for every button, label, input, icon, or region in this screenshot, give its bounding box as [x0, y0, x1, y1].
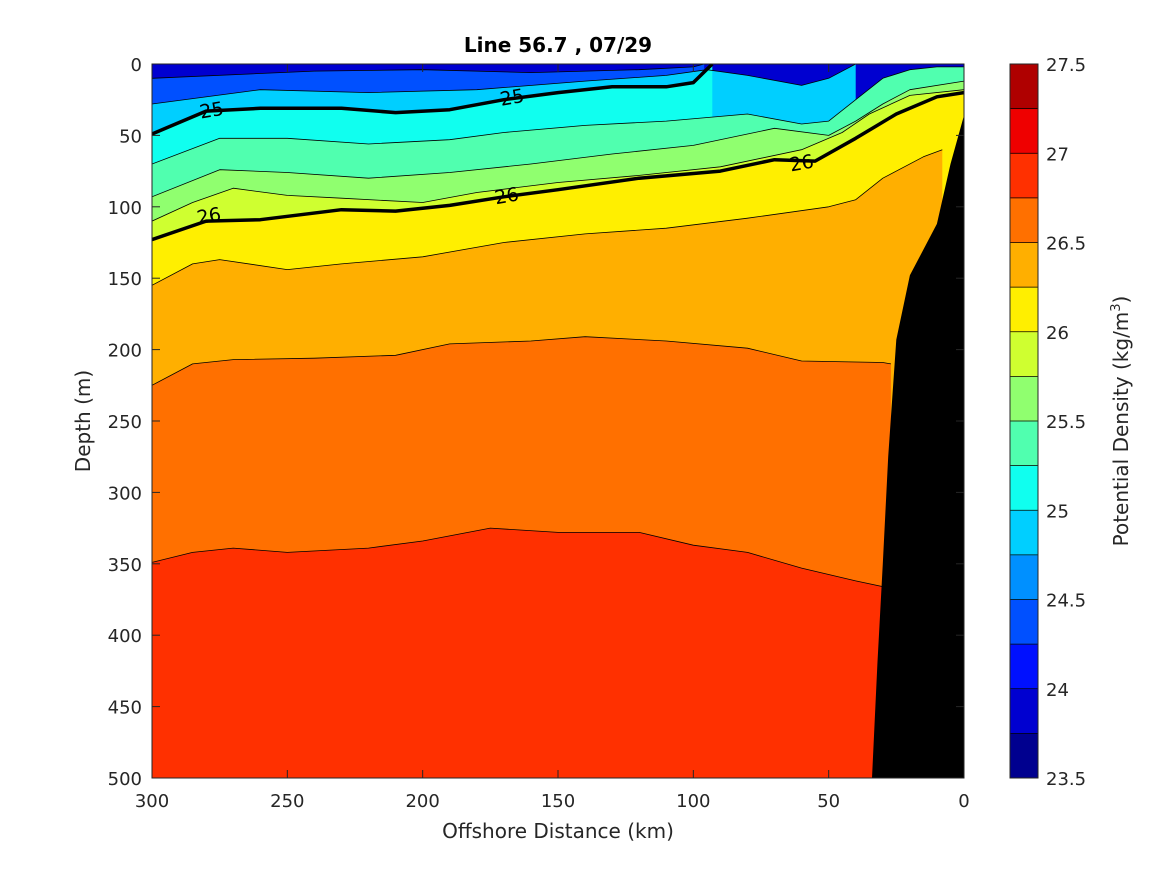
colorbar-title-suffix: ): [1109, 296, 1133, 304]
y-axis: 0 50 100 150 200 250 300 350 400 450 500: [108, 55, 964, 790]
x-tick-label: 0: [958, 791, 969, 812]
colorbar-segment: [1010, 599, 1038, 645]
y-tick-label: 150: [108, 269, 142, 290]
contour-label-0: 25: [198, 98, 226, 124]
seafloor-layer: [872, 115, 964, 778]
colorbar-segment: [1010, 331, 1038, 377]
contour-line-25.25: [152, 66, 964, 165]
y-tick-label: 200: [108, 341, 142, 362]
colorbar-title: Potential Density (kg/m3): [1109, 296, 1133, 547]
colorbar-frame: [1009, 63, 1039, 779]
colorbar-segment: [1010, 688, 1038, 734]
density-band-26.75: [152, 528, 964, 778]
colorbar-title-main: Potential Density (kg/m: [1109, 312, 1133, 547]
colorbar-segment: [1010, 421, 1038, 467]
colorbar-segment: [1010, 510, 1038, 556]
y-tick-label: 0: [131, 55, 142, 76]
x-tick-label: 100: [676, 791, 710, 812]
x-tick-label: 300: [135, 791, 169, 812]
colorbar-tick-label: 24: [1046, 680, 1069, 701]
contour-line-25.75: [152, 89, 964, 222]
contour-labels: 25 25 26 26 26: [195, 85, 816, 229]
colorbar-title-superscript: 3: [1109, 303, 1124, 311]
x-axis: 300 250 200 150 100 50 0: [135, 64, 970, 812]
x-tick-label: 150: [541, 791, 575, 812]
colorbar-segment: [1010, 197, 1038, 243]
x-tick-label: 200: [405, 791, 439, 812]
plot-area: 25 25 26 26 26: [152, 64, 964, 778]
contour-label-1: 25: [498, 85, 526, 111]
y-tick-label: 400: [108, 626, 142, 647]
y-tick-label: 50: [119, 126, 142, 147]
contour-line-26.75: [152, 527, 964, 605]
colorbar-segment: [1010, 554, 1038, 600]
x-axis-title: Offshore Distance (km): [442, 819, 674, 843]
contour-line-26.5: [152, 336, 891, 386]
y-tick-label: 350: [108, 555, 142, 576]
y-tick-label: 450: [108, 698, 142, 719]
colorbar-tick-label: 25: [1046, 501, 1069, 522]
y-tick-label: 300: [108, 483, 142, 504]
y-tick-label: 100: [108, 198, 142, 219]
y-tick-label: 250: [108, 412, 142, 433]
contour-line-25: [152, 64, 714, 136]
colorbar: 23.5 24 24.5 25 25.5 26 26.5 27 27.5: [1009, 55, 1086, 790]
colorbar-segment: [1010, 465, 1038, 511]
colorbar-segment: [1010, 64, 1038, 110]
contour-label-3: 26: [493, 183, 521, 209]
contour-line-25.5: [152, 80, 964, 198]
colorbar-segment: [1010, 733, 1038, 779]
contour-line-26: [152, 90, 964, 242]
colorbar-segment: [1010, 108, 1038, 154]
density-fill-bands: [152, 64, 964, 778]
contour-label-4: 26: [788, 151, 816, 177]
colorbar-tick-label: 27: [1046, 144, 1069, 165]
colorbar-segment: [1010, 644, 1038, 690]
colorbar-tick-label: 27.5: [1046, 55, 1086, 76]
seafloor-profile: [872, 115, 964, 778]
colorbar-segment: [1010, 242, 1038, 288]
chart-title: Line 56.7 , 07/29: [464, 33, 652, 57]
x-tick-label: 250: [270, 791, 304, 812]
y-tick-label: 500: [108, 769, 142, 790]
colorbar-tick-label: 24.5: [1046, 591, 1086, 612]
colorbar-segment: [1010, 287, 1038, 333]
colorbar-tick-label: 25.5: [1046, 412, 1086, 433]
contour-line-24.75: [152, 64, 856, 105]
colorbar-tick-label: 26: [1046, 323, 1069, 344]
colorbar-tick-label: 26.5: [1046, 234, 1086, 255]
contour-label-2: 26: [195, 203, 223, 229]
y-axis-title: Depth (m): [71, 370, 95, 472]
x-tick-label: 50: [817, 791, 840, 812]
contour-line-26.25: [152, 149, 943, 286]
colorbar-segment: [1010, 376, 1038, 422]
colorbar-segment: [1010, 153, 1038, 199]
colorbar-tick-label: 23.5: [1046, 769, 1086, 790]
